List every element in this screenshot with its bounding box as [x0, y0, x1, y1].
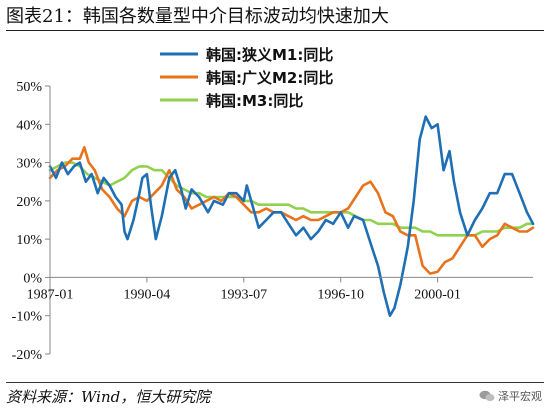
y-tick-label: 40%: [16, 118, 42, 133]
watermark-text: 泽平宏观: [498, 390, 542, 403]
series-line-3: [48, 161, 535, 237]
chart-title: 图表21：韩国各数量型中介目标波动均快速加大: [6, 3, 544, 31]
line-chart: 50% 40% 30% 20% 10% 0% -10% -20% 1987-01 1990-04 1…: [12, 46, 535, 363]
y-tick-label: -20%: [12, 348, 43, 363]
legend-label: 韩国:广义M2:同比: [206, 69, 333, 87]
chart-area: 50% 40% 30% 20% 10% 0% -10% -20% 1987-01 1990-04 1…: [0, 32, 550, 377]
y-tick-label: 0%: [23, 271, 42, 286]
series-layer: [48, 115, 535, 317]
y-tick-label: 20%: [16, 195, 42, 210]
y-tick-label: 30%: [16, 157, 42, 172]
wechat-icon: [479, 390, 495, 402]
y-tick-label: 50%: [16, 80, 42, 95]
x-tick-label: 1993-07: [220, 287, 267, 302]
series-line-2: [48, 146, 535, 275]
watermark: 泽平宏观: [479, 388, 542, 404]
x-tick-label: 1987-01: [27, 287, 74, 302]
x-tick-label: 2000-01: [414, 287, 461, 302]
x-tick-label: 1990-04: [124, 287, 171, 302]
axis-layer: 50% 40% 30% 20% 10% 0% -10% -20% 1987-01 1990-04 1…: [12, 80, 533, 363]
legend-label: 韩国:狭义M1:同比: [206, 46, 333, 64]
source-note: 资料来源：Wind，恒大研究院: [6, 382, 544, 407]
legend-label: 韩国:M3:同比: [206, 92, 303, 110]
y-tick-label: 10%: [16, 233, 42, 248]
y-tick-label: -10%: [12, 310, 43, 325]
series-line-1: [48, 115, 535, 317]
x-tick-label: 1996-10: [317, 287, 364, 302]
